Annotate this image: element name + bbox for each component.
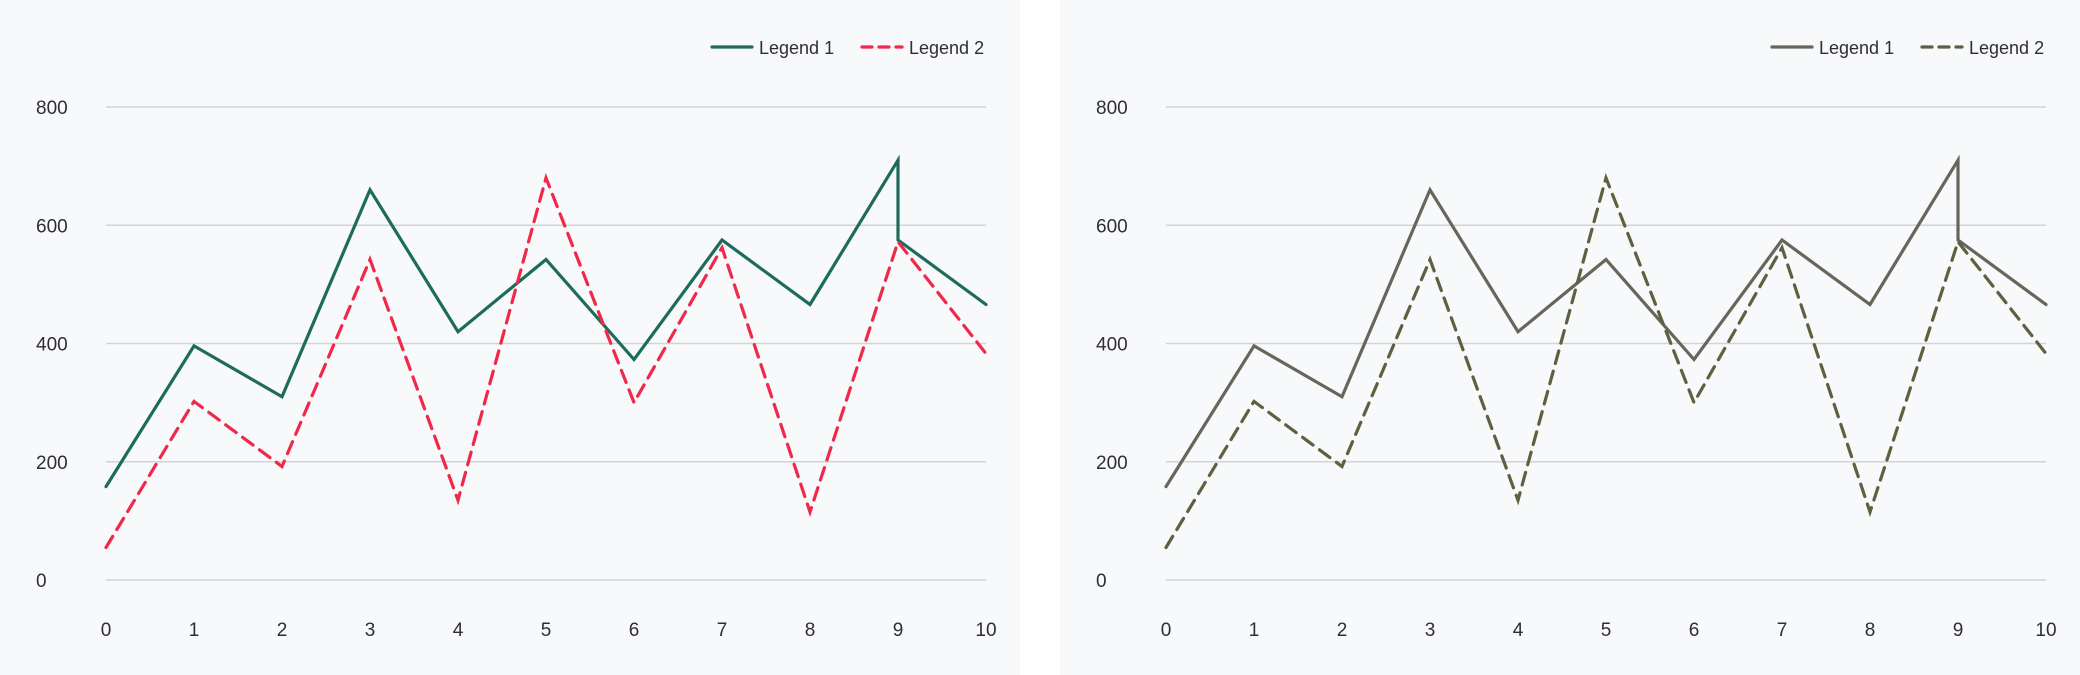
series-line-legend-1: [104, 154, 988, 489]
y-tick-label-600: 600: [1096, 216, 1128, 237]
x-tick-label-0: 0: [1161, 620, 1172, 641]
y-tick-label-400: 400: [36, 335, 68, 356]
x-tick-label-8: 8: [1865, 620, 1876, 641]
y-tick-label-0: 0: [36, 571, 47, 592]
y-tick-label-200: 200: [36, 453, 68, 474]
line-chart-right: Legend 1 Legend 2 0 200 400 600 800 0 1 2 3 4 5 6 7…: [1096, 38, 2057, 641]
legend-label-legend-1: Legend 1: [1819, 38, 1894, 58]
y-tick-label-200: 200: [1096, 453, 1128, 474]
x-tick-label-6: 6: [1689, 620, 1700, 641]
chart-panel-left: Legend 1 Legend 2 0 200 400 600 800 0 1 2 3 4 5 6 7…: [0, 0, 1020, 675]
gridlines: [1166, 106, 2046, 581]
legend: Legend 1 Legend 2: [1770, 38, 2044, 58]
y-tick-label-800: 800: [36, 98, 68, 119]
y-axis-ticks: 0 200 400 600 800: [1096, 98, 1128, 592]
series-line-legend-1: [1164, 154, 2048, 489]
legend-label-legend-2: Legend 2: [1969, 38, 2044, 58]
x-tick-label-0: 0: [101, 620, 112, 641]
x-tick-label-5: 5: [541, 620, 552, 641]
legend-label-legend-2: Legend 2: [909, 38, 984, 58]
y-tick-label-800: 800: [1096, 98, 1128, 119]
x-tick-label-10: 10: [2035, 620, 2056, 641]
x-tick-label-1: 1: [189, 620, 200, 641]
legend: Legend 1 Legend 2: [710, 38, 984, 58]
x-axis-ticks: 0 1 2 3 4 5 6 7 8 9 10: [101, 620, 997, 641]
x-tick-label-4: 4: [453, 620, 464, 641]
y-axis-ticks: 0 200 400 600 800: [36, 98, 68, 592]
series-line-legend-2: [1164, 172, 2048, 550]
x-tick-label-7: 7: [717, 620, 728, 641]
x-tick-label-9: 9: [893, 620, 904, 641]
series-lines: [1164, 154, 2048, 550]
x-axis-ticks: 0 1 2 3 4 5 6 7 8 9 10: [1161, 620, 2057, 641]
x-tick-label-2: 2: [277, 620, 288, 641]
series-line-legend-2: [104, 172, 988, 550]
x-tick-label-9: 9: [1953, 620, 1964, 641]
x-tick-label-2: 2: [1337, 620, 1348, 641]
x-tick-label-8: 8: [805, 620, 816, 641]
y-tick-label-0: 0: [1096, 571, 1107, 592]
x-tick-label-5: 5: [1601, 620, 1612, 641]
x-tick-label-7: 7: [1777, 620, 1788, 641]
x-tick-label-3: 3: [1425, 620, 1436, 641]
x-tick-label-6: 6: [629, 620, 640, 641]
series-lines: [104, 154, 988, 550]
line-chart-left: Legend 1 Legend 2 0 200 400 600 800 0 1 2 3 4 5 6 7…: [36, 38, 997, 641]
x-tick-label-1: 1: [1249, 620, 1260, 641]
y-tick-label-600: 600: [36, 216, 68, 237]
x-tick-label-3: 3: [365, 620, 376, 641]
legend-label-legend-1: Legend 1: [759, 38, 834, 58]
y-tick-label-400: 400: [1096, 335, 1128, 356]
gridlines: [106, 106, 986, 581]
x-tick-label-10: 10: [975, 620, 996, 641]
chart-panel-right: Legend 1 Legend 2 0 200 400 600 800 0 1 2 3 4 5 6 7…: [1060, 0, 2080, 675]
x-tick-label-4: 4: [1513, 620, 1524, 641]
